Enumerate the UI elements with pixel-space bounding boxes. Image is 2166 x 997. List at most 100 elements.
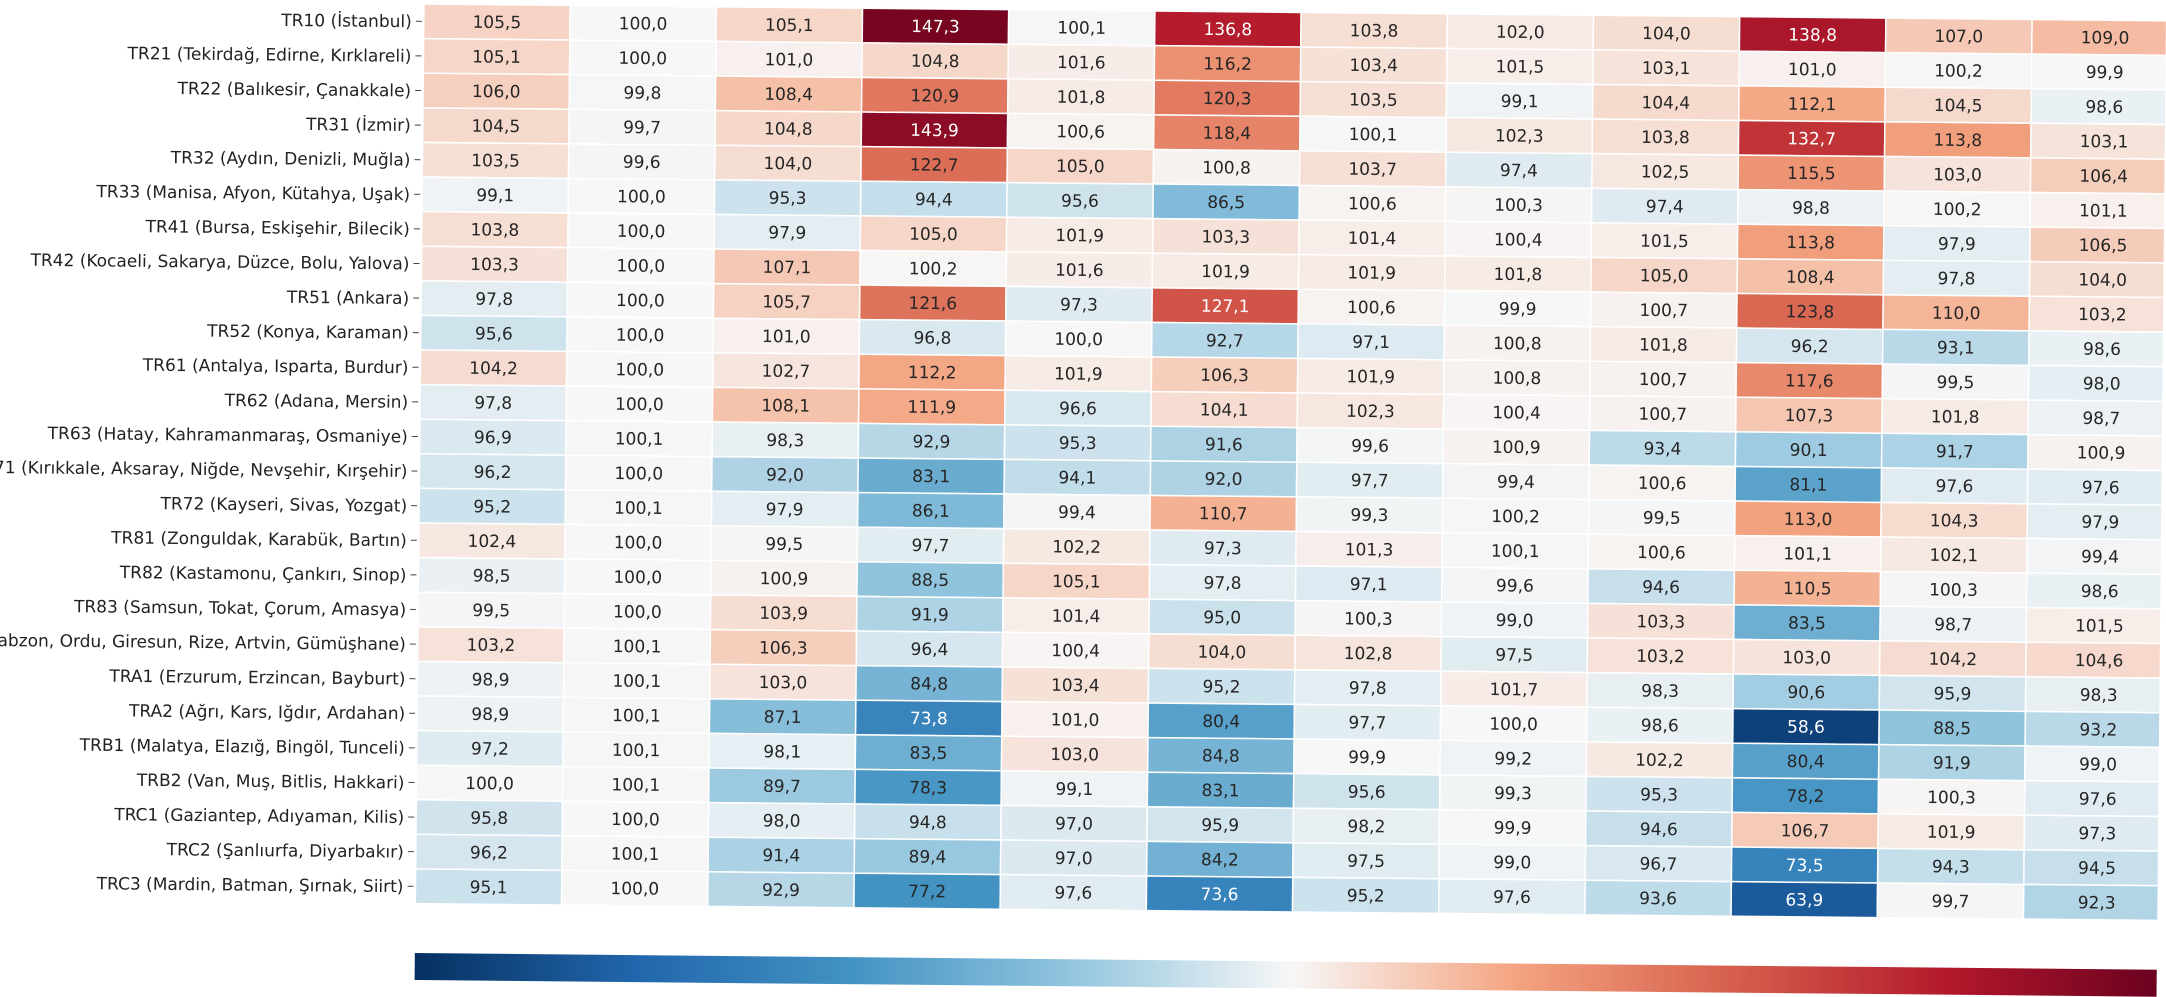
cell-value-label: 100,4	[1494, 230, 1543, 250]
cell-value-label: 122,7	[910, 155, 959, 175]
cell-value-label: 101,0	[765, 50, 814, 70]
cell-value-label: 96,9	[474, 428, 512, 448]
cell-value-label: 73,8	[910, 709, 948, 729]
cell-value-label: 99,9	[1348, 748, 1386, 768]
cell-value-label: 97,9	[768, 223, 806, 243]
cell-value-label: 100,1	[613, 637, 662, 657]
cell-value-label: 99,9	[1494, 818, 1532, 838]
cell-value-label: 97,9	[766, 500, 804, 520]
cell-value-label: 73,5	[1786, 856, 1824, 876]
cell-value-label: 92,3	[2078, 893, 2116, 913]
cell-value-label: 110,0	[1932, 304, 1981, 324]
cell-value-label: 102,3	[1495, 126, 1544, 146]
cell-value-label: 100,7	[1639, 301, 1688, 321]
cell-value-label: 113,8	[1786, 233, 1835, 253]
cell-value-label: 91,9	[911, 605, 949, 625]
cell-value-label: 112,2	[908, 363, 957, 383]
cell-value-label: 100,0	[617, 187, 666, 207]
row-label: TRB2 (Van, Muş, Bitlis, Hakkari)	[136, 771, 405, 794]
row-label: TR42 (Kocaeli, Sakarya, Düzce, Bolu, Yal…	[29, 251, 409, 275]
cell-value-label: 101,6	[1055, 261, 1104, 281]
cell-value-label: 92,0	[766, 465, 804, 485]
cell-value-label: 100,2	[909, 259, 958, 279]
cell-value-label: 99,6	[1351, 436, 1389, 456]
cell-value-label: 138,8	[1788, 25, 1837, 45]
cell-value-label: 132,7	[1787, 129, 1836, 149]
cell-value-label: 100,0	[1054, 330, 1103, 350]
cell-value-label: 98,0	[763, 811, 801, 831]
cell-value-label: 104,8	[764, 119, 813, 139]
cell-value-label: 83,5	[1788, 614, 1826, 634]
cell-value-label: 104,3	[1930, 511, 1979, 531]
cell-value-label: 78,2	[1786, 787, 1824, 807]
cell-value-label: 101,9	[1346, 367, 1395, 387]
cell-value-label: 102,8	[1344, 644, 1393, 664]
cell-value-label: 77,2	[908, 882, 946, 902]
cell-value-label: 102,2	[1635, 751, 1684, 771]
cell-value-label: 106,0	[472, 82, 521, 102]
cell-value-label: 92,9	[912, 432, 950, 452]
cell-value-label: 100,1	[611, 775, 660, 795]
cell-value-label: 147,3	[911, 17, 960, 37]
cell-value-label: 120,9	[910, 86, 959, 106]
cell-value-label: 100,0	[613, 568, 662, 588]
cell-value-label: 84,8	[1202, 746, 1240, 766]
cell-value-label: 97,4	[1500, 161, 1538, 181]
cell-value-label: 110,7	[1199, 504, 1248, 524]
cell-value-label: 84,8	[910, 674, 948, 694]
cell-value-label: 96,2	[1791, 337, 1829, 357]
cell-value-label: 95,3	[1059, 434, 1097, 454]
cell-value-label: 100,7	[1639, 370, 1688, 390]
cell-value-label: 107,0	[1934, 27, 1983, 47]
row-label: TR33 (Manisa, Afyon, Kütahya, Uşak)	[95, 182, 410, 205]
cell-value-label: 101,0	[1051, 710, 1100, 730]
cell-value-label: 101,1	[2079, 201, 2128, 221]
cell-value-label: 104,8	[911, 52, 960, 72]
cell-value-label: 63,9	[1785, 890, 1823, 910]
cell-value-label: 58,6	[1787, 717, 1825, 737]
cell-value-label: 100,6	[1348, 194, 1397, 214]
cell-value-label: 102,4	[467, 532, 516, 552]
cell-value-label: 100,1	[1349, 125, 1398, 145]
cell-value-label: 73,6	[1201, 885, 1239, 905]
cell-value-label: 93,6	[1639, 889, 1677, 909]
cell-value-label: 95,9	[1933, 684, 1971, 704]
cell-value-label: 101,6	[1057, 53, 1106, 73]
cell-value-label: 92,9	[762, 881, 800, 901]
cell-value-label: 104,0	[1642, 24, 1691, 44]
cell-value-label: 97,4	[1646, 197, 1684, 217]
cell-value-label: 100,3	[1494, 196, 1543, 216]
cell-value-label: 104,4	[1641, 93, 1690, 113]
cell-value-label: 101,3	[1345, 540, 1394, 560]
cell-value-label: 95,3	[1640, 785, 1678, 805]
cell-value-label: 103,8	[1350, 21, 1399, 41]
cell-value-label: 103,0	[1050, 745, 1099, 765]
cell-value-label: 101,4	[1348, 229, 1397, 249]
cell-value-label: 103,8	[1641, 128, 1690, 148]
cell-value-label: 99,1	[1055, 780, 1093, 800]
cell-value-label: 94,3	[1932, 857, 1970, 877]
cell-value-label: 100,0	[616, 326, 665, 346]
cell-value-label: 104,0	[2078, 270, 2127, 290]
cell-value-label: 101,7	[1489, 680, 1538, 700]
cell-value-label: 101,9	[1347, 263, 1396, 283]
cell-value-label: 97,8	[475, 290, 513, 310]
cell-value-label: 104,5	[1934, 96, 1983, 116]
cell-value-label: 101,9	[1927, 823, 1976, 843]
row-label: TR10 (İstanbul)	[280, 10, 412, 32]
cell-value-label: 100,0	[614, 464, 663, 484]
cell-value-label: 99,2	[1494, 749, 1532, 769]
cell-value-label: 116,2	[1203, 54, 1252, 74]
cell-value-label: 105,0	[1056, 157, 1105, 177]
cell-value-label: 100,0	[1489, 715, 1538, 735]
row-label: TR61 (Antalya, Isparta, Burdur)	[142, 356, 409, 379]
cell-value-label: 100,8	[1493, 334, 1542, 354]
cell-value-label: 99,5	[472, 601, 510, 621]
cell-value-label: 92,7	[1206, 331, 1244, 351]
cell-value-label: 100,2	[1933, 200, 1982, 220]
cell-value-label: 107,1	[763, 258, 812, 278]
cell-value-label: 97,6	[2079, 789, 2117, 809]
row-label: TR83 (Samsun, Tokat, Çorum, Amasya)	[73, 597, 406, 620]
cell-value-label: 93,4	[1643, 439, 1681, 459]
